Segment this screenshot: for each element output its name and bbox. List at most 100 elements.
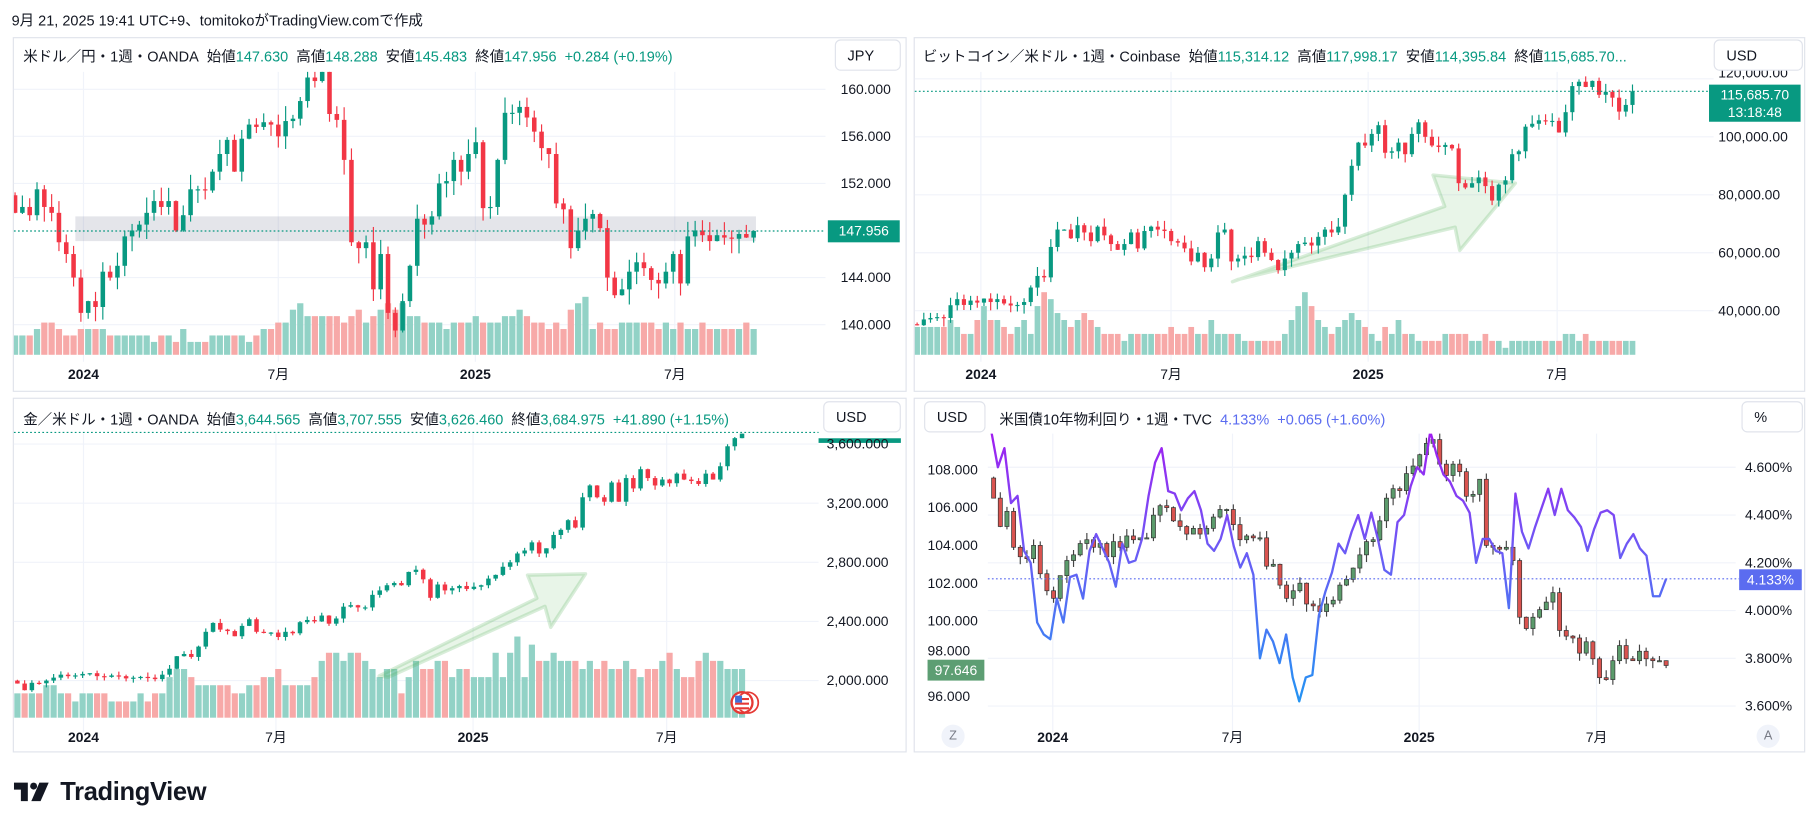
xauusd-chart bbox=[13, 431, 901, 733]
currency-button-usdjpy[interactable]: JPY bbox=[834, 39, 901, 71]
volume-bar bbox=[144, 701, 151, 718]
volume-bar bbox=[333, 652, 340, 718]
volume-bar bbox=[63, 335, 70, 355]
legend-label: 安値 bbox=[401, 411, 439, 428]
volume-bar bbox=[1348, 313, 1355, 355]
volume-bar bbox=[1449, 333, 1455, 355]
last-yield-label-text: 4.133% bbox=[1747, 571, 1794, 587]
auto-scale-z-button[interactable]: Z bbox=[941, 724, 965, 748]
volume-bar bbox=[202, 341, 209, 355]
legend-label: 始値 bbox=[206, 411, 236, 428]
candle-body bbox=[400, 301, 405, 331]
volume-bar bbox=[187, 341, 194, 355]
volume-bar bbox=[1569, 333, 1576, 355]
volume-bar bbox=[1549, 340, 1556, 355]
legend-xauusd: 金／米ドル・1週・OANDA 始値3,644.565 高値3,707.555 安… bbox=[23, 407, 729, 429]
candle-body bbox=[573, 520, 578, 528]
volume-bar bbox=[927, 326, 934, 355]
currency-button-xauusd[interactable]: USD bbox=[823, 401, 901, 433]
volume-bar bbox=[55, 329, 63, 355]
legend-value: 115,314.12 bbox=[1217, 48, 1290, 65]
volume-bar bbox=[1268, 340, 1275, 355]
price-axis-label: 144.000 bbox=[841, 269, 892, 285]
candle-body bbox=[1570, 635, 1576, 639]
left-axis-label: 108.000 bbox=[928, 461, 979, 477]
volume-bar bbox=[514, 636, 521, 718]
legend-value: 3,707.555 bbox=[337, 411, 402, 428]
volume-bar bbox=[99, 329, 106, 355]
candle-body bbox=[1250, 535, 1256, 539]
volume-bar bbox=[543, 660, 550, 718]
volume-bar bbox=[954, 326, 961, 355]
volume-bar bbox=[692, 329, 699, 355]
candle-body bbox=[174, 656, 180, 669]
candle-body bbox=[1277, 563, 1283, 586]
candle-body bbox=[283, 631, 288, 637]
volume-bar bbox=[1041, 292, 1047, 355]
candle-body bbox=[1577, 637, 1582, 654]
legend-value: 3,626.460 bbox=[438, 411, 504, 428]
candle-body bbox=[1001, 299, 1007, 304]
candle-body bbox=[580, 497, 585, 528]
candle-body bbox=[473, 142, 479, 155]
candle-body bbox=[203, 631, 209, 647]
candle-body bbox=[1342, 194, 1348, 227]
volume-bar bbox=[1215, 333, 1221, 355]
volume-bar bbox=[188, 677, 195, 718]
tradingview-logo[interactable]: TradingView bbox=[13, 777, 207, 807]
candle-body bbox=[1082, 225, 1087, 233]
volume-bar bbox=[231, 335, 238, 355]
candle-body bbox=[546, 148, 552, 155]
candle-body bbox=[312, 619, 317, 622]
candle-body bbox=[1235, 258, 1241, 262]
volume-bar bbox=[1515, 340, 1522, 355]
candle-body bbox=[1650, 658, 1656, 662]
volume-bar bbox=[516, 309, 523, 355]
volume-bar bbox=[41, 322, 48, 355]
volume-bar bbox=[1375, 340, 1382, 355]
candle-body bbox=[517, 106, 522, 113]
candle-body bbox=[1309, 242, 1314, 246]
auto-scale-a-button[interactable]: A bbox=[1756, 724, 1780, 748]
time-axis-label: 2025 bbox=[1404, 729, 1435, 745]
volume-bar bbox=[1061, 320, 1068, 355]
volume-bar bbox=[637, 677, 644, 718]
volume-bar bbox=[28, 693, 35, 718]
candle-body bbox=[100, 271, 106, 307]
volume-bar bbox=[108, 701, 115, 718]
candle-body bbox=[587, 485, 593, 498]
volume-bar bbox=[398, 693, 405, 718]
candle-body bbox=[1316, 236, 1321, 246]
volume-bar bbox=[1536, 340, 1542, 355]
volume-bar bbox=[275, 668, 282, 718]
volume-bar bbox=[347, 652, 354, 718]
candle-body bbox=[1463, 183, 1468, 188]
candle-body bbox=[210, 622, 216, 632]
volume-bar bbox=[121, 335, 128, 355]
currency-button-dxy[interactable]: USD bbox=[924, 401, 986, 433]
candle-body bbox=[1229, 229, 1234, 262]
unit-button-us10y[interactable]: % bbox=[1741, 401, 1803, 433]
candle-body bbox=[444, 181, 449, 184]
volume-bar bbox=[289, 309, 297, 355]
volume-bar bbox=[1422, 340, 1429, 355]
legend-yield: 4.133% +0.065 (+1.60%) bbox=[1220, 411, 1386, 428]
currency-button-btcusd[interactable]: USD bbox=[1713, 39, 1803, 71]
candle-body bbox=[1108, 235, 1114, 245]
candle-body bbox=[1470, 494, 1476, 497]
left-axis-label: 98.000 bbox=[928, 642, 971, 658]
candle-body bbox=[22, 683, 27, 691]
candle-body bbox=[1330, 599, 1336, 605]
candle-body bbox=[590, 214, 596, 219]
volume-bar bbox=[531, 322, 538, 355]
candle-body bbox=[486, 578, 491, 586]
volume-bar bbox=[267, 329, 275, 355]
volume-bar bbox=[611, 329, 618, 355]
panel-us10y[interactable] bbox=[913, 397, 1806, 753]
candle-body bbox=[1257, 537, 1263, 540]
volume-bar bbox=[702, 652, 709, 718]
candle-body bbox=[326, 615, 332, 624]
candle-body bbox=[224, 139, 230, 155]
volume-bar bbox=[26, 335, 33, 355]
